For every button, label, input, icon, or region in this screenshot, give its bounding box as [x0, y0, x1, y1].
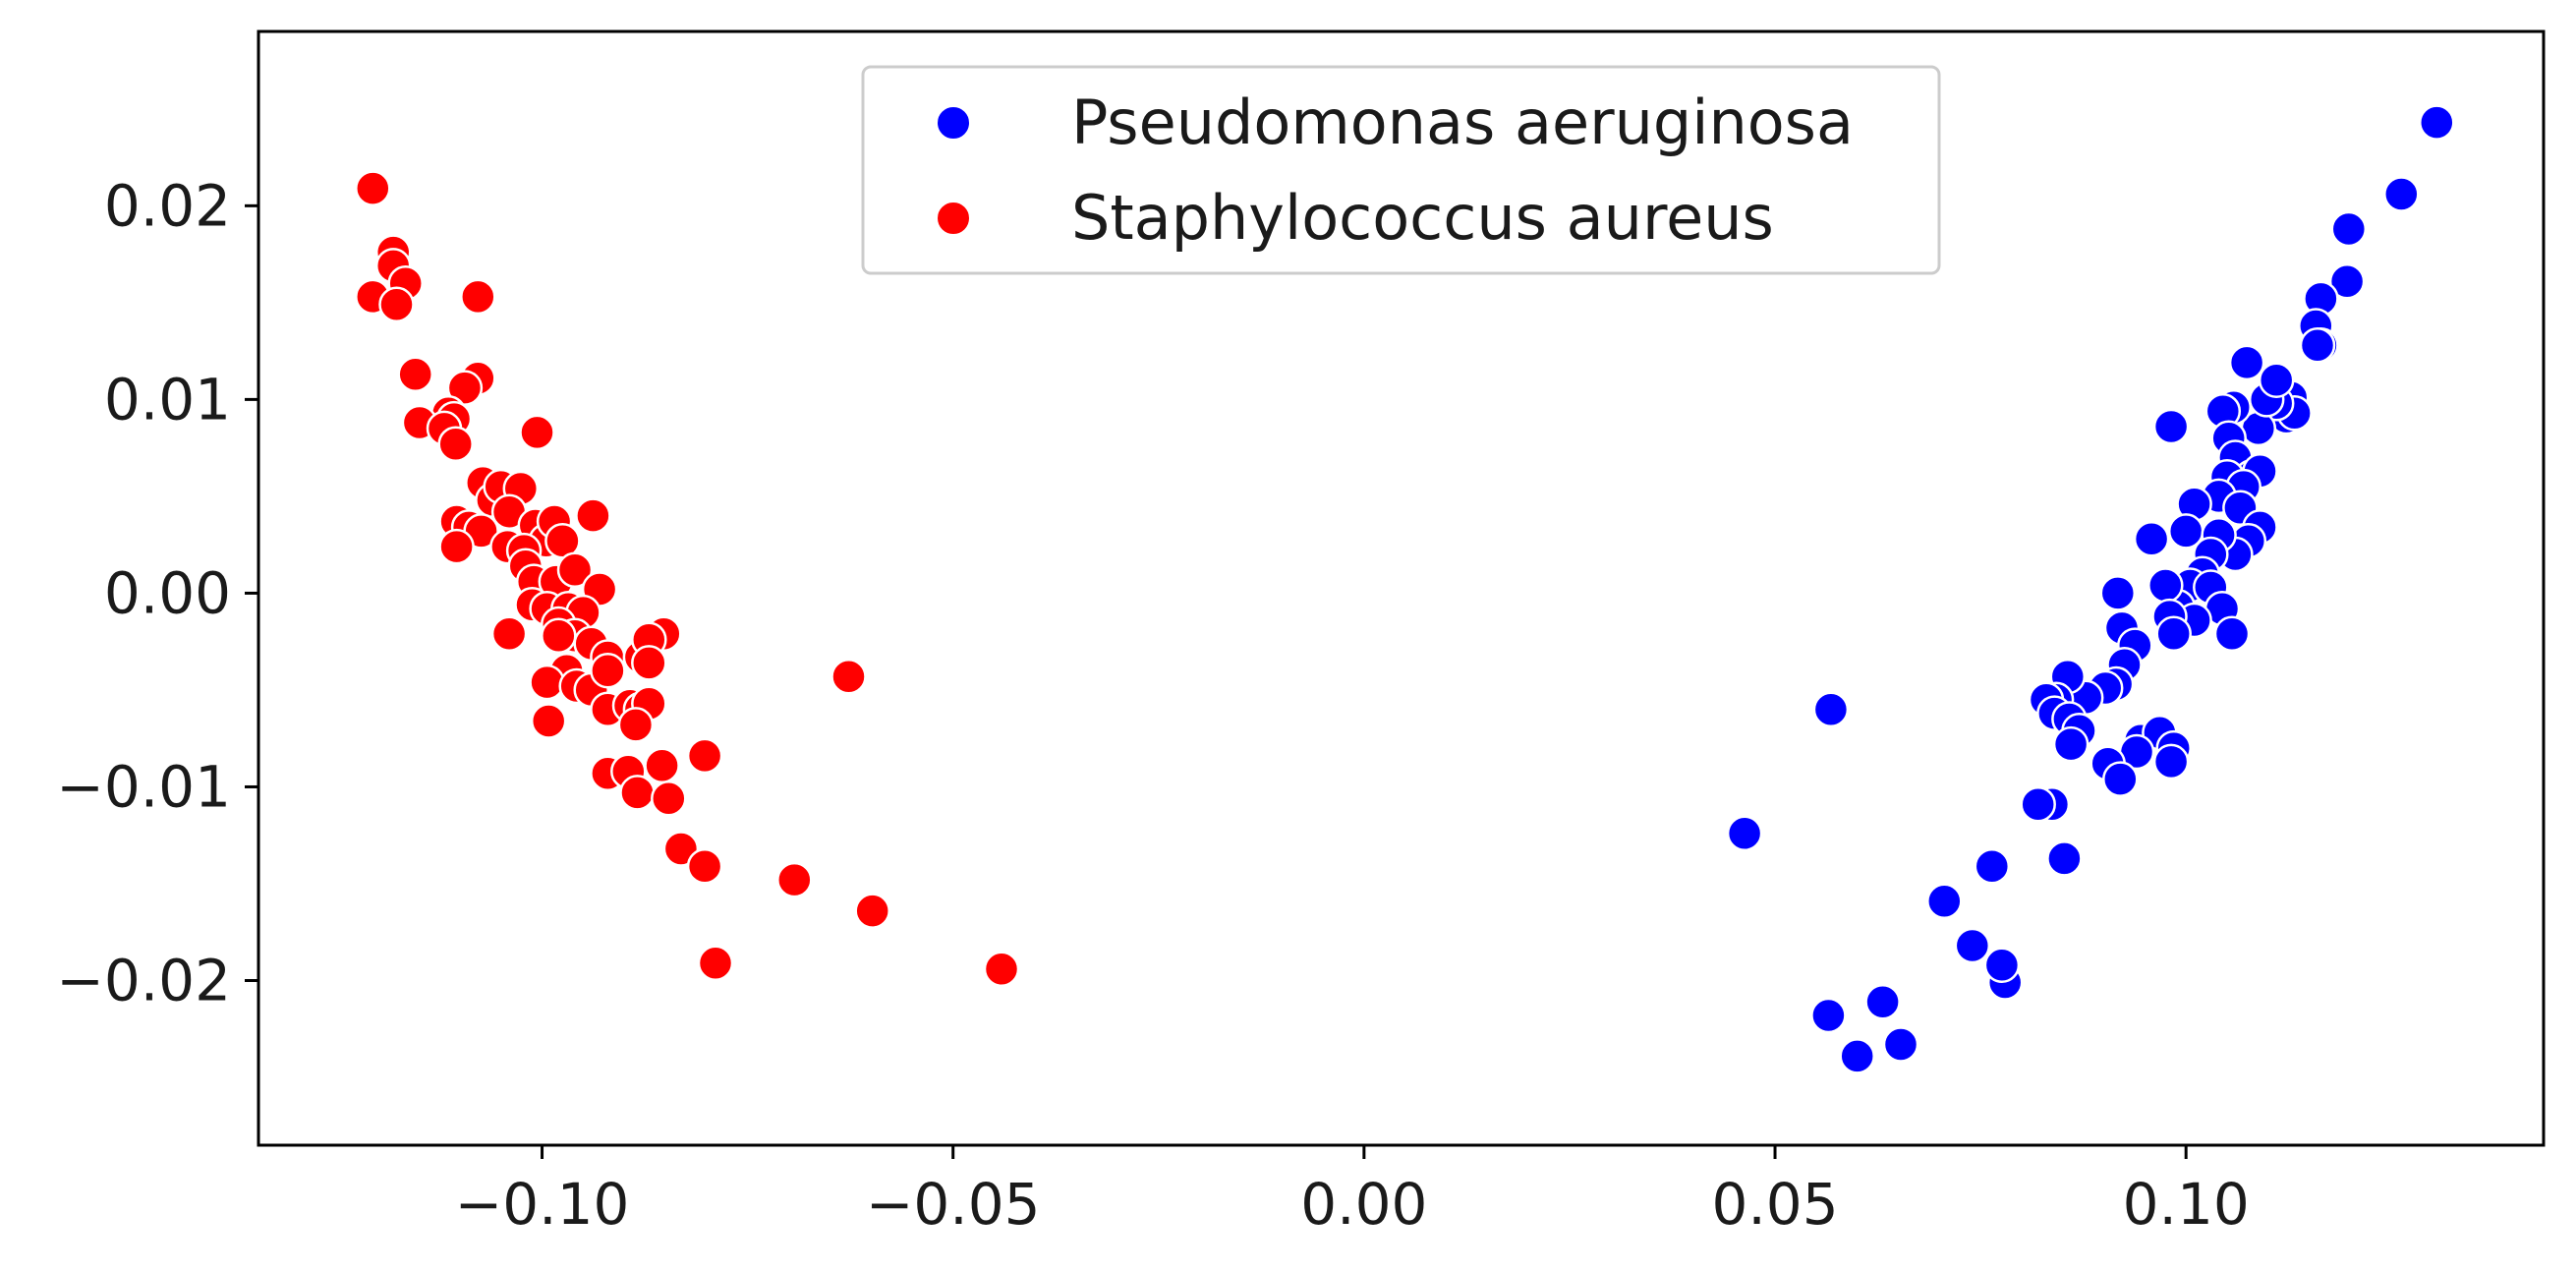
- data-point-staphylococcus-6: [460, 278, 496, 316]
- data-point-pseudomonas-69: [1974, 848, 2011, 885]
- x-tick-label-2: 0.00: [1300, 1171, 1427, 1238]
- data-point-staphylococcus-7: [397, 356, 433, 393]
- x-tick-label-1: −0.05: [866, 1171, 1041, 1238]
- y-tick-label-4: 0.02: [104, 172, 231, 239]
- data-point-pseudomonas-77: [1882, 1026, 1919, 1063]
- data-point-staphylococcus-66: [619, 775, 656, 811]
- x-axis: −0.10 −0.05 0.00 0.05 0.10: [455, 1145, 2250, 1238]
- points-layer: [355, 104, 2455, 1074]
- data-point-pseudomonas-65: [2152, 743, 2190, 781]
- y-tick-label-1: −0.01: [56, 753, 231, 820]
- legend-marker-pseudomonas: [936, 105, 971, 141]
- data-point-pseudomonas-43: [2133, 521, 2170, 557]
- y-tick-label-3: 0.01: [104, 366, 231, 433]
- data-point-pseudomonas-75: [1810, 997, 1847, 1034]
- data-point-staphylococcus-35: [556, 551, 594, 589]
- data-point-pseudomonas-3: [2328, 262, 2366, 300]
- data-point-staphylococcus-64: [644, 747, 680, 784]
- data-point-pseudomonas-58: [2052, 725, 2089, 763]
- data-point-staphylococcus-56: [530, 703, 567, 739]
- data-point-staphylococcus-15: [519, 414, 555, 451]
- data-point-pseudomonas-67: [2020, 785, 2056, 823]
- data-point-pseudomonas-74: [1864, 983, 1901, 1020]
- data-point-pseudomonas-70: [1926, 883, 1963, 919]
- data-point-pseudomonas-13: [2228, 344, 2265, 381]
- data-point-pseudomonas-45: [2099, 575, 2137, 611]
- data-point-pseudomonas-2: [2330, 210, 2368, 248]
- data-point-staphylococcus-25: [575, 497, 611, 534]
- legend-label-staphylococcus: Staphylococcus aureus: [1071, 182, 1774, 254]
- data-point-pseudomonas-73: [1983, 947, 2021, 983]
- data-point-pseudomonas-71: [1954, 927, 1991, 964]
- data-point-staphylococcus-0: [355, 170, 391, 206]
- x-tick-label-4: 0.10: [2123, 1171, 2250, 1238]
- data-point-pseudomonas-18: [2258, 362, 2295, 398]
- plot-area-frame: [257, 29, 2546, 1147]
- legend: Pseudomonas aeruginosa Staphylococcus au…: [861, 65, 1941, 275]
- data-point-pseudomonas-44: [2152, 408, 2190, 445]
- data-point-pseudomonas-79: [1726, 815, 1763, 852]
- data-point-pseudomonas-76: [1839, 1038, 1875, 1074]
- legend-marker-staphylococcus: [936, 201, 971, 236]
- x-tick-label-0: −0.10: [455, 1171, 630, 1238]
- y-axis: −0.02 −0.01 0.00 0.01 0.02: [56, 172, 258, 1014]
- data-point-staphylococcus-69: [686, 848, 723, 885]
- data-point-staphylococcus-55: [631, 645, 667, 681]
- data-point-staphylococcus-54: [590, 652, 626, 689]
- data-point-staphylococcus-67: [651, 781, 687, 817]
- data-point-staphylococcus-70: [697, 945, 734, 982]
- data-point-staphylococcus-43: [490, 615, 528, 653]
- legend-label-pseudomonas: Pseudomonas aeruginosa: [1071, 87, 1854, 158]
- x-tick-label-3: 0.05: [1711, 1171, 1838, 1238]
- data-point-pseudomonas-78: [1812, 691, 1850, 727]
- data-point-staphylococcus-44: [541, 617, 577, 655]
- data-point-pseudomonas-1: [2383, 176, 2420, 212]
- data-point-pseudomonas-7: [2299, 326, 2336, 364]
- data-point-staphylococcus-51: [529, 664, 565, 701]
- data-point-staphylococcus-74: [983, 951, 1020, 987]
- data-point-pseudomonas-42: [2155, 615, 2192, 653]
- data-point-pseudomonas-68: [2046, 840, 2083, 877]
- data-point-pseudomonas-64: [2102, 761, 2139, 797]
- data-point-pseudomonas-37: [2213, 615, 2251, 653]
- legend-box: [861, 65, 1941, 275]
- data-point-staphylococcus-31: [438, 528, 475, 565]
- y-tick-label-2: 0.00: [104, 559, 231, 626]
- data-point-pseudomonas-0: [2419, 104, 2455, 141]
- data-point-staphylococcus-61: [617, 707, 655, 743]
- y-tick-label-0: −0.02: [56, 948, 231, 1014]
- data-point-pseudomonas-40: [2147, 567, 2184, 604]
- data-point-staphylococcus-73: [830, 658, 867, 695]
- data-point-staphylococcus-65: [686, 737, 723, 775]
- data-point-staphylococcus-72: [854, 893, 890, 929]
- data-point-staphylococcus-5: [378, 286, 415, 323]
- data-point-staphylococcus-14: [437, 426, 474, 462]
- data-point-staphylococcus-71: [776, 861, 813, 898]
